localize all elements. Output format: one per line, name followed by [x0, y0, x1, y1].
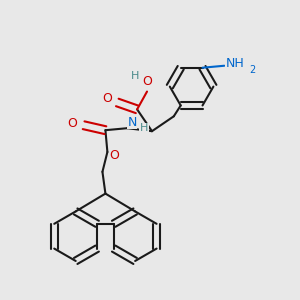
- Text: 2: 2: [249, 65, 255, 75]
- Text: O: O: [67, 117, 77, 130]
- Text: O: O: [142, 75, 152, 88]
- Text: H: H: [131, 71, 139, 81]
- Text: N: N: [128, 116, 137, 129]
- Text: NH: NH: [226, 57, 244, 70]
- Text: O: O: [110, 149, 119, 162]
- Text: H: H: [140, 123, 148, 133]
- Text: O: O: [103, 92, 112, 105]
